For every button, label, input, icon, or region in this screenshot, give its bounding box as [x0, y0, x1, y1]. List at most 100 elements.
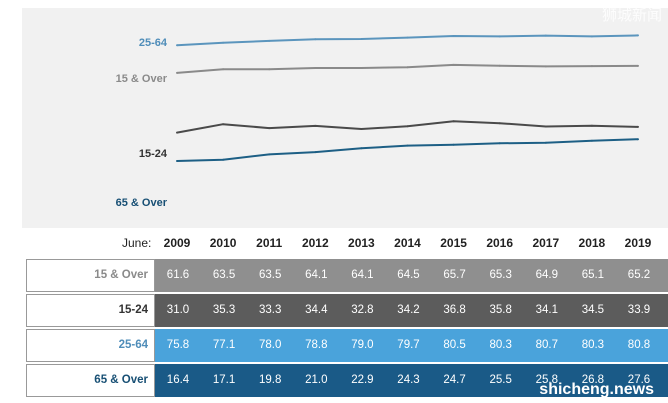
data-point: [637, 64, 639, 67]
data-point: [544, 34, 547, 37]
watermark-top: 狮城新闻: [601, 7, 662, 24]
data-point: [498, 64, 501, 67]
table-cell: 26.8: [581, 374, 605, 386]
data-point: [406, 144, 409, 147]
x-tick-label: 2013: [348, 236, 375, 250]
table-cell: 32.8: [351, 304, 374, 316]
table-cell: 22.9: [351, 374, 374, 386]
data-point: [176, 160, 178, 162]
data-point: [314, 124, 317, 127]
table-cell: 63.5: [212, 269, 236, 281]
table-cell: 35.8: [489, 304, 512, 316]
table-row: 65 & Over 16.4 17.1 19.8 21.0 22.9 24.3 24.7 25.…: [26, 364, 668, 397]
data-point: [268, 153, 271, 156]
data-point: [452, 120, 455, 123]
data-point: [498, 122, 501, 125]
watermark-bottom-left: shicheng.news: [6, 378, 112, 395]
table-cell: 78.8: [305, 339, 328, 351]
table-cell: 24.3: [397, 374, 420, 386]
row-cells: 16.4 17.1 19.8 21.0 22.9 24.3 24.7 25.5 25.8 26.8…: [155, 364, 668, 397]
row-header: 65 & Over: [26, 364, 155, 397]
table-cell: 34.2: [397, 304, 420, 316]
data-point: [268, 68, 271, 71]
row-cells: 75.8 77.1 78.0 78.8 79.0 79.7 80.5 80.3 80.7 80.3…: [155, 329, 668, 362]
table-cell: 64.1: [305, 269, 328, 281]
data-point: [637, 125, 639, 128]
row-header: 25-64: [26, 329, 155, 362]
table-cell: 80.5: [443, 339, 466, 351]
line-plot: [176, 34, 639, 162]
data-point: [360, 147, 363, 150]
data-point: [222, 41, 225, 44]
table-cell: 33.3: [258, 304, 282, 316]
x-tick-label: 2009: [163, 236, 191, 250]
table-cell: 65.2: [627, 269, 651, 281]
table-cell: 65.7: [443, 269, 466, 281]
chart-panel: [22, 8, 668, 228]
series-label: 65 & Over: [115, 197, 167, 209]
x-tick-label: 2017: [532, 236, 560, 250]
data-point: [176, 71, 178, 74]
x-tick-label: 2016: [486, 236, 514, 250]
data-point: [406, 66, 409, 69]
table-cell: 65.3: [489, 269, 512, 281]
row-cells: 31.0 35.3 33.3 34.4 32.8 34.2 36.8 35.8 34.1 34.5…: [155, 294, 668, 327]
table-cell: 19.8: [258, 374, 282, 386]
data-point: [590, 124, 593, 127]
x-tick-label: 2012: [301, 236, 329, 250]
data-point: [406, 36, 409, 39]
table-cell: 78.0: [258, 339, 282, 351]
table-cell: 21.0: [305, 374, 328, 386]
table-cell: 34.1: [535, 304, 558, 316]
table-cell: 80.7: [535, 339, 558, 351]
data-point: [268, 39, 271, 42]
table-cell: 25.8: [535, 374, 558, 386]
table-cell: 17.1: [212, 374, 236, 386]
data-point: [314, 67, 317, 69]
data-point: [452, 143, 455, 146]
data-point: [222, 158, 225, 161]
x-tick-label: 2010: [209, 236, 237, 250]
data-point: [452, 35, 455, 37]
table-cell: 77.1: [212, 339, 236, 351]
data-point: [498, 35, 501, 38]
series-label: 15-24: [138, 148, 167, 160]
data-point: [314, 38, 317, 41]
x-axis: June: 2009 2010 2011 2012 2013 2014 2015 2016 20…: [0, 236, 668, 252]
data-point: [590, 65, 593, 68]
x-tick-label: 2018: [578, 236, 606, 250]
data-point: [176, 44, 178, 47]
row-cells: 61.6 63.5 63.5 64.1 64.1 64.5 65.7 65.3 64.9 65.1…: [155, 259, 668, 292]
table-row: 15 & Over 61.6 63.5 63.5 64.1 64.1 64.5 65.7 65.…: [26, 259, 668, 292]
series-line-3: [176, 138, 639, 162]
table-cell: 64.5: [397, 269, 420, 281]
data-point: [360, 128, 363, 130]
watermark-bottom-right: shicheng.news: [539, 381, 654, 398]
table-cell: 16.4: [166, 374, 190, 386]
series-label: 25-64: [138, 37, 167, 49]
data-point: [590, 139, 593, 142]
data-point: [222, 68, 225, 71]
data-point: [544, 65, 547, 68]
table-cell: 64.1: [351, 269, 374, 281]
data-point: [637, 138, 639, 141]
data-point: [498, 142, 501, 145]
table-cell: 65.1: [581, 269, 605, 281]
table-cell: 61.6: [166, 269, 190, 281]
table-cell: 35.3: [212, 304, 236, 316]
data-point: [314, 151, 317, 154]
data-point: [222, 123, 225, 126]
data-table: 15 & Over 61.6 63.5 63.5 64.1 64.1 64.5 65.7 65.…: [26, 259, 668, 399]
x-axis-prefix: June:: [122, 236, 152, 250]
table-cell: 80.8: [627, 339, 651, 351]
data-point: [637, 34, 639, 37]
table-cell: 24.7: [443, 374, 466, 386]
table-row: 15-24 31.0 35.3 33.3 34.4 32.8 34.2 36.8 35.8 34.…: [26, 294, 668, 327]
table-cell: 33.9: [627, 304, 651, 316]
table-cell: 75.8: [166, 339, 190, 351]
table-cell: 25.5: [489, 374, 512, 386]
table-cell: 64.9: [535, 269, 558, 281]
table-cell: 63.5: [258, 269, 282, 281]
series-line-0: [176, 63, 639, 74]
table-row: 25-64 75.8 77.1 78.0 78.8 79.0 79.7 80.5 80.3 80.…: [26, 329, 668, 362]
